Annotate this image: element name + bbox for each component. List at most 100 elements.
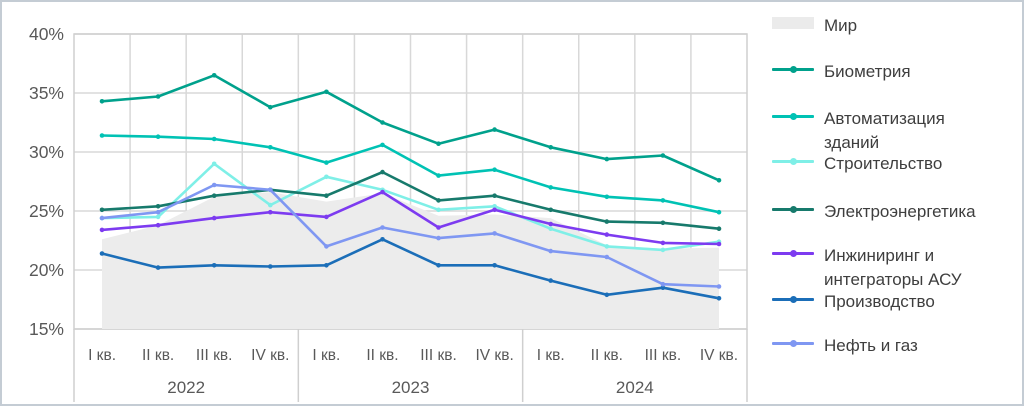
data-point-manufacturing-q10 (660, 285, 666, 291)
x-axis-quarter-label: I кв. (312, 347, 340, 364)
data-point-oil-gas-q9 (604, 254, 610, 260)
data-point-oil-gas-q0 (99, 215, 105, 221)
data-point-oil-gas-q11 (716, 284, 722, 289)
x-axis-quarter-label: IV кв. (700, 347, 738, 364)
legend-item-label: Мир (824, 16, 858, 35)
legend-item-mir: Мир (772, 14, 857, 38)
data-point-biometry-q2 (211, 73, 217, 78)
legend-item-building-automation: Автоматизация зданий (772, 107, 945, 155)
x-axis-year-label: 2022 (167, 378, 205, 397)
data-point-construction-q8 (548, 226, 553, 231)
quarterly-share-line-chart: 40% 35% 30% 25% 20% 15% I кв. II кв. III кв. IV к… (29, 24, 748, 402)
data-point-oil-gas-q2 (211, 182, 217, 188)
data-point-building-automation-q6 (436, 173, 441, 178)
series-line-oil-gas (101, 183, 720, 288)
x-axis-year-label: 2024 (616, 378, 654, 397)
data-point-biometry-q11 (716, 178, 722, 183)
data-point-power-industry-q9 (604, 219, 610, 224)
data-point-engineering-asu-q10 (660, 240, 666, 246)
data-point-biometry-q6 (436, 141, 441, 146)
data-point-manufacturing-q0 (99, 251, 105, 256)
legend-swatch-building-automation-icon (772, 113, 814, 120)
data-point-power-industry-q6 (436, 198, 441, 203)
data-point-manufacturing-q9 (604, 292, 610, 298)
data-point-manufacturing-q7 (492, 263, 497, 268)
legend-item-construction: Строительство (772, 152, 942, 176)
data-point-manufacturing-q8 (548, 278, 553, 283)
y-axis-tick-label: 15% (29, 319, 64, 339)
y-axis-tick-label: 30% (29, 142, 64, 162)
data-point-biometry-q4 (324, 89, 329, 95)
data-point-biometry-q1 (155, 94, 161, 99)
legend-item-engineering-asu: Инжиниринг и интеграторы АСУ (772, 244, 962, 292)
x-axis-quarter-label: IV кв. (251, 347, 289, 364)
legend-swatch-biometry-icon (772, 66, 814, 73)
data-point-building-automation-q10 (660, 198, 666, 203)
y-axis-tick-label: 20% (29, 260, 64, 280)
data-point-construction-q7 (492, 204, 497, 209)
x-axis-quarter-label: I кв. (88, 347, 116, 364)
series-area-mir (102, 192, 719, 329)
series-line-manufacturing (101, 238, 720, 300)
x-axis-quarter-label: I кв. (537, 347, 565, 364)
series-line-construction (101, 162, 720, 252)
legend-swatch-manufacturing-icon (772, 296, 814, 303)
data-point-construction-q3 (268, 202, 273, 208)
legend-swatch-oil-gas-icon (772, 340, 814, 347)
data-point-manufacturing-q3 (268, 264, 273, 269)
data-point-construction-q4 (324, 174, 329, 180)
data-point-oil-gas-q4 (324, 244, 329, 249)
x-axis-year-label: 2023 (392, 378, 430, 397)
data-point-engineering-asu-q3 (268, 209, 273, 215)
data-point-manufacturing-q2 (211, 263, 217, 268)
data-point-manufacturing-q11 (716, 296, 722, 301)
legend-item-label: Биометрия (824, 62, 911, 81)
legend-swatch-construction-icon (772, 158, 814, 165)
data-point-building-automation-q4 (324, 160, 329, 165)
data-point-construction-q9 (604, 244, 610, 249)
data-point-biometry-q7 (492, 127, 497, 132)
data-point-oil-gas-q7 (492, 231, 497, 236)
data-point-building-automation-q5 (380, 142, 385, 148)
legend-swatch-power-industry-icon (772, 206, 814, 213)
legend-item-power-industry: Электроэнергетика (772, 200, 976, 224)
y-axis-tick-label: 25% (29, 201, 64, 221)
series-line-engineering-asu (101, 190, 720, 246)
legend-item-label: Нефть и газ (824, 336, 918, 355)
data-point-building-automation-q9 (604, 194, 610, 200)
data-point-construction-q10 (660, 247, 666, 253)
series-line-biometry (101, 74, 720, 182)
data-point-building-automation-q7 (492, 167, 497, 172)
data-point-biometry-q10 (660, 153, 666, 158)
data-point-engineering-asu-q6 (436, 225, 441, 230)
data-point-oil-gas-q10 (660, 281, 666, 287)
data-point-building-automation-q0 (99, 133, 105, 138)
series-line-building-automation (101, 134, 720, 214)
legend-item-label: Инжиниринг и интеграторы АСУ (824, 246, 962, 289)
data-point-power-industry-q7 (492, 193, 497, 198)
data-point-construction-q6 (436, 207, 441, 213)
data-point-engineering-asu-q9 (604, 232, 610, 237)
legend-item-label: Электроэнергетика (824, 202, 976, 221)
y-axis-tick-label: 35% (29, 83, 64, 103)
data-point-manufacturing-q6 (436, 263, 441, 268)
data-point-engineering-asu-q11 (716, 241, 722, 247)
x-axis-quarter-label: II кв. (591, 347, 623, 364)
data-point-biometry-q9 (604, 156, 610, 162)
data-point-power-industry-q0 (99, 207, 105, 213)
data-point-engineering-asu-q5 (380, 189, 385, 195)
legend-swatch-engineering-asu-icon (772, 250, 814, 257)
series-line-power-industry (101, 170, 720, 230)
chart-legend: Мир Биометрия Автоматизация зданий Строител… (758, 2, 1020, 404)
data-point-power-industry-q5 (380, 169, 385, 175)
legend-item-label: Автоматизация зданий (824, 109, 945, 152)
data-point-engineering-asu-q2 (211, 215, 217, 221)
data-point-manufacturing-q1 (155, 265, 161, 270)
data-point-engineering-asu-q4 (324, 214, 329, 220)
legend-item-label: Строительство (824, 154, 943, 173)
data-point-engineering-asu-q1 (155, 222, 161, 228)
data-point-building-automation-q11 (716, 209, 722, 215)
data-point-engineering-asu-q7 (492, 207, 497, 213)
data-point-engineering-asu-q8 (548, 221, 553, 227)
